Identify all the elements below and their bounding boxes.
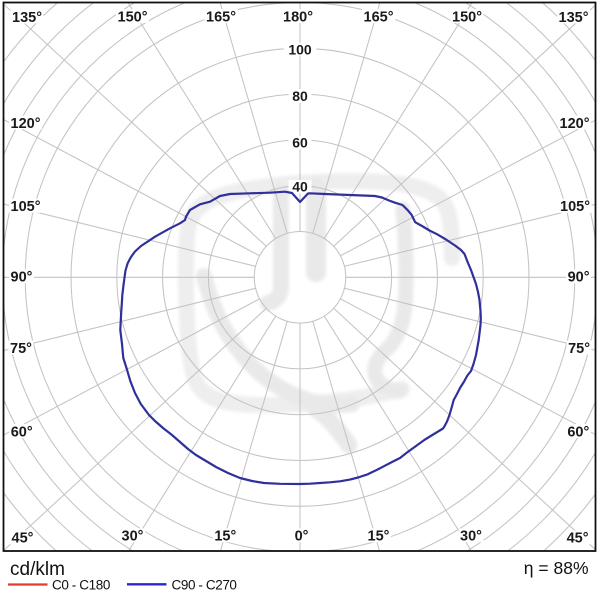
svg-text:75°: 75° (568, 341, 590, 357)
svg-text:150°: 150° (452, 9, 482, 25)
svg-text:45°: 45° (567, 531, 589, 547)
svg-text:η = 88%: η = 88% (524, 558, 589, 578)
svg-text:0°: 0° (295, 529, 309, 545)
svg-text:60: 60 (292, 134, 308, 150)
svg-text:100: 100 (288, 41, 312, 57)
svg-text:80: 80 (292, 88, 308, 104)
svg-text:90°: 90° (568, 270, 590, 286)
svg-text:15°: 15° (214, 529, 236, 545)
svg-text:120°: 120° (560, 116, 590, 132)
svg-text:30°: 30° (460, 529, 482, 545)
svg-text:120°: 120° (11, 116, 41, 132)
svg-text:150°: 150° (118, 9, 148, 25)
svg-text:75°: 75° (10, 341, 32, 357)
svg-text:165°: 165° (364, 9, 394, 25)
svg-text:45°: 45° (12, 531, 34, 547)
svg-text:135°: 135° (12, 10, 42, 26)
svg-text:30°: 30° (122, 529, 144, 545)
svg-text:cd/klm: cd/klm (10, 559, 65, 580)
svg-text:15°: 15° (368, 529, 390, 545)
svg-text:90°: 90° (11, 270, 33, 286)
svg-text:105°: 105° (560, 199, 590, 215)
svg-text:105°: 105° (11, 199, 41, 215)
svg-text:C90 - C270: C90 - C270 (172, 578, 237, 593)
svg-text:60°: 60° (11, 424, 33, 440)
svg-text:C0 - C180: C0 - C180 (52, 578, 110, 593)
svg-text:165°: 165° (206, 9, 236, 25)
svg-text:135°: 135° (559, 10, 589, 26)
svg-text:40: 40 (292, 179, 308, 195)
svg-text:60°: 60° (567, 424, 589, 440)
svg-text:180°: 180° (283, 9, 313, 25)
